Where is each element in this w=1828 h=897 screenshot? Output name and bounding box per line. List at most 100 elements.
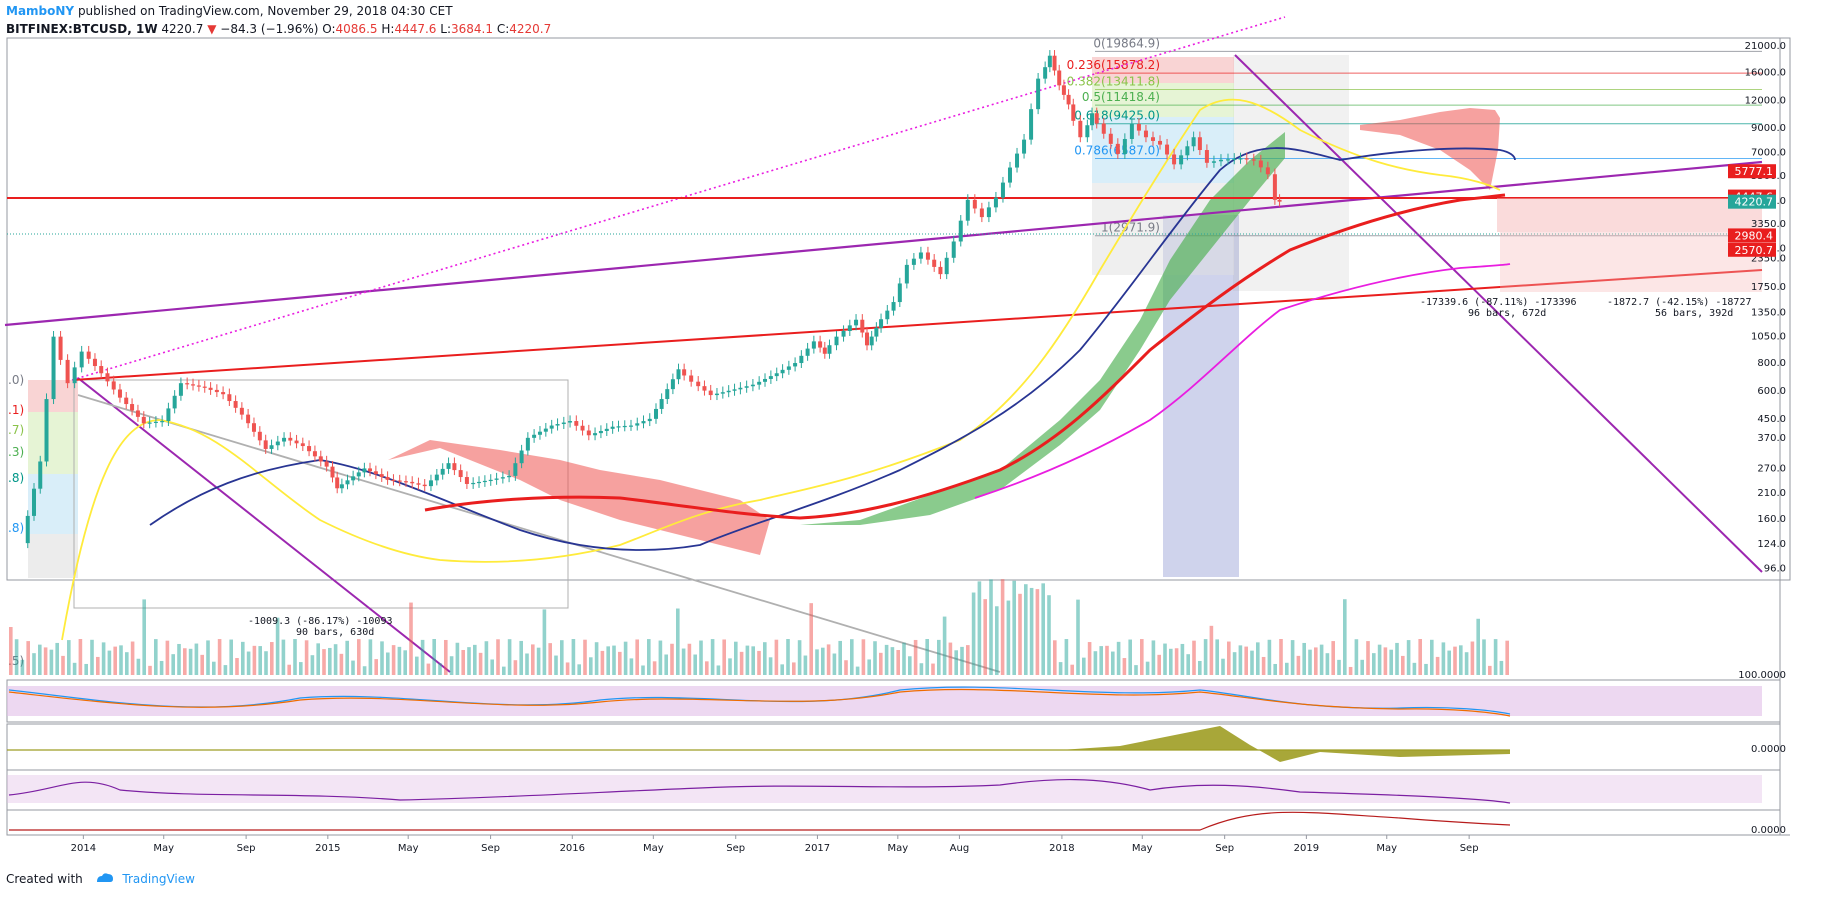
time-tick-label: Sep <box>1215 843 1234 854</box>
volume-bar <box>1296 655 1301 675</box>
candle-body <box>391 479 396 482</box>
volume-bar <box>1227 641 1231 675</box>
volume-bar <box>183 648 187 675</box>
volume-bar <box>554 655 558 675</box>
volume-bar <box>200 654 204 675</box>
price-tick-label: 1050.0 <box>1751 332 1786 343</box>
volume-bar <box>1203 639 1208 675</box>
volume-bar <box>426 663 431 675</box>
volume-bar <box>212 661 216 675</box>
volume-bar <box>1244 646 1248 675</box>
volume-bar <box>1430 639 1434 675</box>
volume-bar <box>397 646 402 675</box>
candle-body <box>282 437 287 442</box>
volume-bar <box>879 652 883 675</box>
volume-bar <box>55 642 59 675</box>
volume-bar <box>995 606 999 675</box>
volume-bar <box>1377 644 1382 675</box>
candle-body <box>918 252 923 259</box>
measure-annotation-line2: 90 bars, 630d <box>296 627 374 638</box>
candle-body <box>911 258 916 265</box>
candle-body <box>335 477 340 489</box>
volume-bar <box>61 655 65 675</box>
volume-bar <box>125 652 129 675</box>
candle-body <box>488 479 493 482</box>
volume-bar <box>281 639 286 675</box>
high-value: 4447.6 <box>394 22 437 36</box>
time-tick-label: Sep <box>237 843 256 854</box>
volume-bar <box>304 640 309 675</box>
volume-bar <box>902 642 906 675</box>
volume-bar <box>658 640 663 675</box>
candle-body <box>1204 150 1209 163</box>
volume-bar <box>739 651 744 675</box>
volume-bar <box>937 639 941 675</box>
created-with-label: Created with <box>6 872 83 886</box>
volume-bar <box>374 659 378 675</box>
candle-body <box>938 266 943 275</box>
candle-body <box>494 478 499 480</box>
candle-body <box>1115 143 1120 154</box>
candle-body <box>965 199 970 221</box>
volume-bar <box>496 639 500 675</box>
volume-bar <box>1424 663 1428 675</box>
volume-bar <box>1082 657 1086 675</box>
time-tick-label: May <box>1376 843 1397 854</box>
volume-bar <box>768 657 773 675</box>
price-badge-label: 2980.4 <box>1735 229 1774 242</box>
volume-bar <box>1053 640 1057 675</box>
candle-body <box>986 207 991 218</box>
candle-body <box>58 336 63 360</box>
volume-bar <box>612 645 616 675</box>
volume-bar <box>1180 643 1185 675</box>
volume-bar <box>513 660 518 675</box>
volume-bar <box>1122 658 1127 675</box>
candle-body <box>1251 159 1256 161</box>
author-link[interactable]: MamboNY <box>6 4 75 18</box>
volume-bar <box>270 642 274 675</box>
volume-bar <box>571 639 576 675</box>
volume-bar <box>136 658 141 675</box>
candle-body <box>1258 160 1263 168</box>
price-tick-label: 21000.0 <box>1745 41 1786 52</box>
candle-body <box>172 395 177 409</box>
time-tick-label: May <box>153 843 174 854</box>
time-tick-label: May <box>1132 843 1153 854</box>
candle-body <box>1277 199 1282 202</box>
candle-body <box>1101 123 1106 134</box>
volume-bar <box>403 650 407 675</box>
candle-body <box>874 327 879 337</box>
volume-bar <box>1488 665 1492 675</box>
candle-body <box>458 470 463 478</box>
down-arrow-icon: ▼ <box>207 22 217 36</box>
price-tick-label: 210.0 <box>1757 488 1786 499</box>
tradingview-link[interactable]: TradingView <box>122 872 195 886</box>
volume-bar <box>339 653 344 675</box>
volume-bar <box>908 656 912 675</box>
candle-body <box>202 386 207 388</box>
volume-bar <box>536 647 541 675</box>
time-tick-label: May <box>887 843 908 854</box>
candle-body <box>32 488 37 516</box>
candle-body <box>1179 155 1184 165</box>
candle-body <box>214 389 219 393</box>
volume-bar <box>1360 659 1364 675</box>
candle-body <box>25 515 30 544</box>
candle-body <box>294 440 299 444</box>
candle-body <box>44 399 49 462</box>
ohlc-line: BITFINEX:BTCUSD, 1W 4220.7 ▼ −84.3 (−1.9… <box>6 22 551 36</box>
last-price: 4220.7 <box>161 22 204 36</box>
candle-body <box>507 475 512 478</box>
candle-body <box>951 241 956 258</box>
candle-body <box>574 421 579 426</box>
candle-body <box>1066 94 1071 105</box>
fib-level-label-0: 0(19864.9) <box>1093 36 1160 50</box>
volume-bar <box>966 645 970 675</box>
volume-bar <box>1499 660 1504 675</box>
time-tick-label: 2017 <box>805 843 830 854</box>
candle-body <box>744 386 749 388</box>
volume-bar <box>159 660 164 675</box>
candle-body <box>251 423 256 432</box>
volume-bar <box>467 647 471 675</box>
